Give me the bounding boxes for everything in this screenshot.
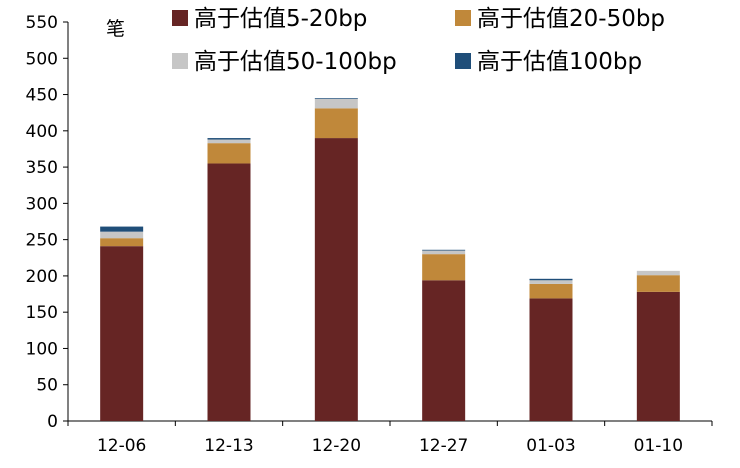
bar-segment <box>207 163 251 422</box>
y-tick-label: 450 <box>26 86 58 106</box>
x-tick-label: 01-03 <box>526 436 575 456</box>
bar-segment <box>636 275 680 292</box>
bar-segment <box>636 291 680 421</box>
legend-label: 高于估值100bp <box>477 49 642 75</box>
bar-segment <box>422 250 466 255</box>
y-tick-label: 50 <box>36 376 58 396</box>
legend-swatch <box>172 53 188 69</box>
bar-segment <box>636 270 680 276</box>
bar-segment <box>100 246 144 421</box>
bar-segment <box>422 254 466 281</box>
y-tick-label: 150 <box>26 303 58 323</box>
y-tick-label: 100 <box>26 339 58 359</box>
x-tick-label: 12-06 <box>97 436 146 456</box>
y-tick-label: 200 <box>26 267 58 287</box>
bar-segment <box>314 108 358 139</box>
legend-swatch <box>172 10 188 26</box>
bar-segment <box>100 231 144 239</box>
bar-segment <box>422 280 466 421</box>
bar-segment <box>314 98 358 99</box>
y-tick-label: 350 <box>26 158 58 178</box>
legend-item: 高于估值20-50bp <box>455 6 665 32</box>
bar-segment <box>207 143 251 164</box>
y-tick-label: 250 <box>26 231 58 251</box>
legend-item: 高于估值5-20bp <box>172 6 367 32</box>
bar-segment <box>529 283 573 299</box>
x-tick-label: 12-20 <box>312 436 361 456</box>
x-tick-label: 12-27 <box>419 436 468 456</box>
bar-segment <box>207 138 251 140</box>
x-tick-label: 12-13 <box>204 436 253 456</box>
y-tick-label: 400 <box>26 122 58 142</box>
y-tick-label: 0 <box>47 412 58 432</box>
legend-item: 高于估值50-100bp <box>172 49 397 75</box>
legend: 高于估值5-20bp 高于估值20-50bp 高于估值50-100bp 高于估值100… <box>172 6 665 75</box>
bar-segment <box>100 238 144 247</box>
y-axis-unit-label: 笔 <box>106 18 125 40</box>
bar-segment <box>207 139 251 144</box>
bar-segment <box>314 138 358 421</box>
legend-label: 高于估值20-50bp <box>477 6 665 32</box>
y-tick-label: 300 <box>26 194 58 214</box>
bar-segment <box>529 278 573 281</box>
x-tick-label: 01-10 <box>634 436 683 456</box>
bars <box>100 98 680 422</box>
bar-segment <box>100 226 144 232</box>
legend-swatch <box>455 10 471 26</box>
legend-swatch <box>455 53 471 69</box>
y-tick-label: 500 <box>26 49 58 69</box>
y-tick-label: 550 <box>26 13 58 33</box>
bar-segment <box>529 280 573 284</box>
legend-label: 高于估值5-20bp <box>194 6 367 32</box>
bar-segment <box>314 98 358 109</box>
legend-item: 高于估值100bp <box>455 49 642 75</box>
bar-segment <box>422 249 466 251</box>
bar-segment <box>529 298 573 421</box>
legend-label: 高于估值50-100bp <box>194 49 397 75</box>
axes: 0 50 100 150 200 250 300 350 400 450 500 550 12-06 12… <box>26 13 713 456</box>
